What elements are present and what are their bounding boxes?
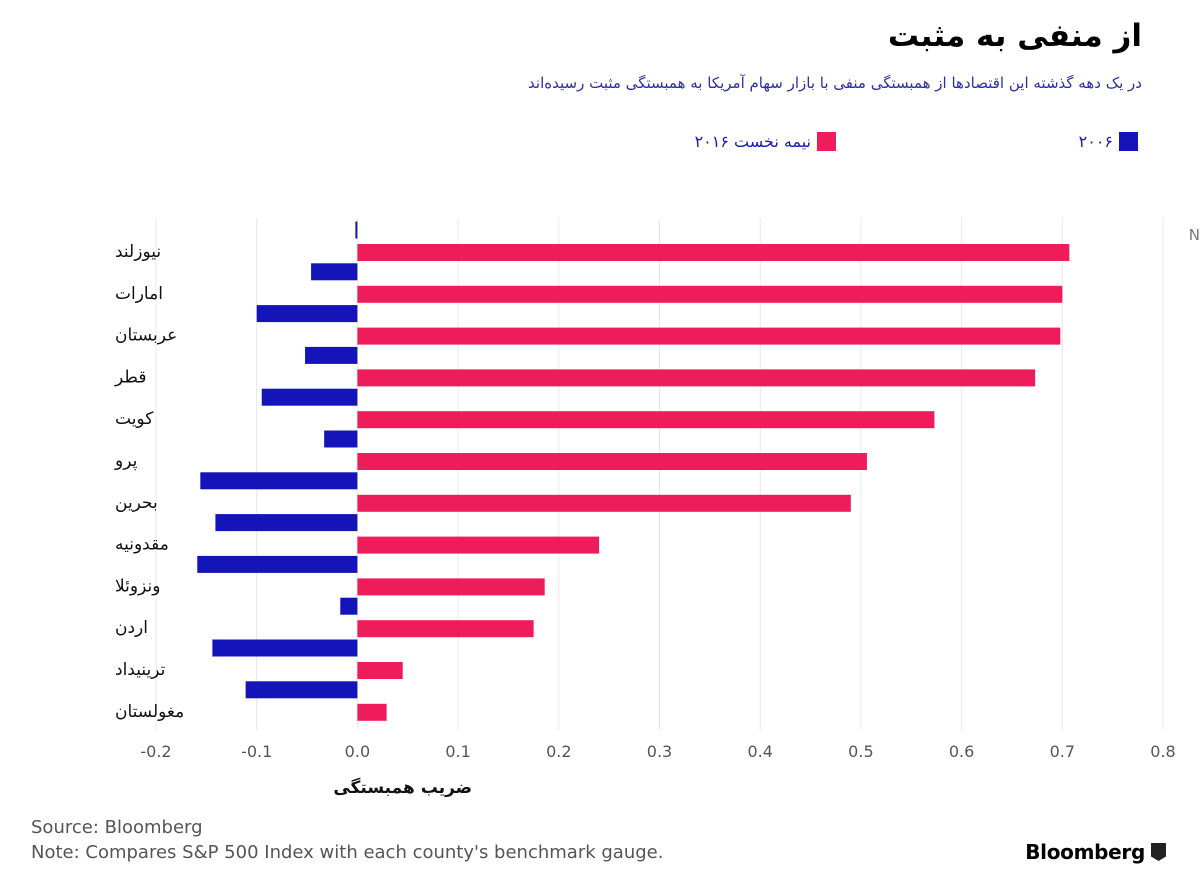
- legend-item-2016: نیمه نخست ۲۰۱۶: [695, 132, 836, 151]
- bar-2006: [305, 346, 358, 364]
- category-label: بحرین: [115, 493, 158, 513]
- bar-2006: [212, 639, 358, 657]
- category-label: مقدونیه: [115, 535, 169, 555]
- bloomberg-mark-icon: [1151, 843, 1166, 861]
- bar-2016: [357, 369, 1036, 387]
- legend-item-2006: ۲۰۰۶: [1079, 132, 1138, 151]
- bar-2016: [357, 285, 1063, 303]
- legend-swatch-2006: [1119, 132, 1138, 151]
- x-axis-label: ضریب همبستگی: [333, 777, 472, 798]
- bar-2016: [357, 327, 1061, 345]
- x-tick-label: 0.0: [345, 742, 370, 761]
- chart-title: از منفی به مثبت: [887, 18, 1142, 54]
- bar-2006: [311, 263, 358, 281]
- x-tick-label: 0.4: [747, 742, 772, 761]
- x-tick-label: 0.3: [647, 742, 672, 761]
- category-label: امارات: [115, 284, 163, 304]
- bar-2006: [324, 430, 358, 448]
- bar-chart: -0.2 -0.1 0.0 0.1 0.2 0.3 0.4 0.5 0.6 0.7 0.8 ضریب …: [114, 218, 1176, 798]
- bar-2006: [340, 597, 358, 615]
- bar-2016: [357, 244, 1070, 261]
- category-label: عربستان: [115, 326, 177, 346]
- bar-2016: [357, 536, 600, 554]
- category-label: قطر: [114, 367, 146, 387]
- legend-label-2006: ۲۰۰۶: [1078, 132, 1113, 151]
- bar-2016: [357, 662, 403, 679]
- bar-2016: [357, 703, 387, 721]
- bar-2006: [197, 555, 358, 573]
- edge-clip-mark: N: [1188, 226, 1200, 244]
- bar-2016: [357, 411, 935, 429]
- methodology-note: Note: Compares S&P 500 Index with each c…: [31, 842, 664, 863]
- category-label: مغولستان: [115, 702, 184, 722]
- x-tick-label: 0.8: [1150, 742, 1175, 761]
- category-label: ترینیداد: [115, 660, 166, 680]
- x-tick-label: -0.1: [241, 742, 272, 761]
- category-label: نیوزلند: [115, 242, 161, 262]
- brand-name: Bloomberg: [1025, 840, 1145, 864]
- x-tick-label: -0.2: [140, 742, 171, 761]
- bar-2006: [256, 305, 358, 323]
- bar-2016: [357, 578, 545, 596]
- x-tick-label: 0.1: [445, 742, 470, 761]
- bar-2016: [357, 453, 867, 470]
- bar-2006: [261, 388, 358, 406]
- legend-swatch-2016: [817, 132, 836, 151]
- source-note: Source: Bloomberg: [31, 817, 203, 838]
- category-label: کویت: [115, 409, 154, 429]
- bar-2016: [357, 494, 851, 512]
- x-tick-label: 0.7: [1050, 742, 1075, 761]
- category-label: پرو: [114, 451, 138, 471]
- bar-2006: [200, 472, 358, 490]
- bloomberg-logo: Bloomberg: [1025, 840, 1166, 864]
- bar-2016: [357, 620, 534, 638]
- bar-2006: [355, 221, 358, 239]
- category-label: ونزوئلا: [115, 576, 160, 596]
- x-tick-label: 0.6: [949, 742, 974, 761]
- bar-2006: [215, 514, 358, 532]
- bar-2006: [245, 681, 358, 699]
- legend-label-2016: نیمه نخست ۲۰۱۶: [694, 132, 811, 151]
- x-tick-label: 0.5: [848, 742, 873, 761]
- category-label: اردن: [115, 618, 148, 638]
- chart-subtitle: در یک دهه گذشته این اقتصادها از همبستگی …: [528, 74, 1142, 92]
- x-tick-label: 0.2: [546, 742, 571, 761]
